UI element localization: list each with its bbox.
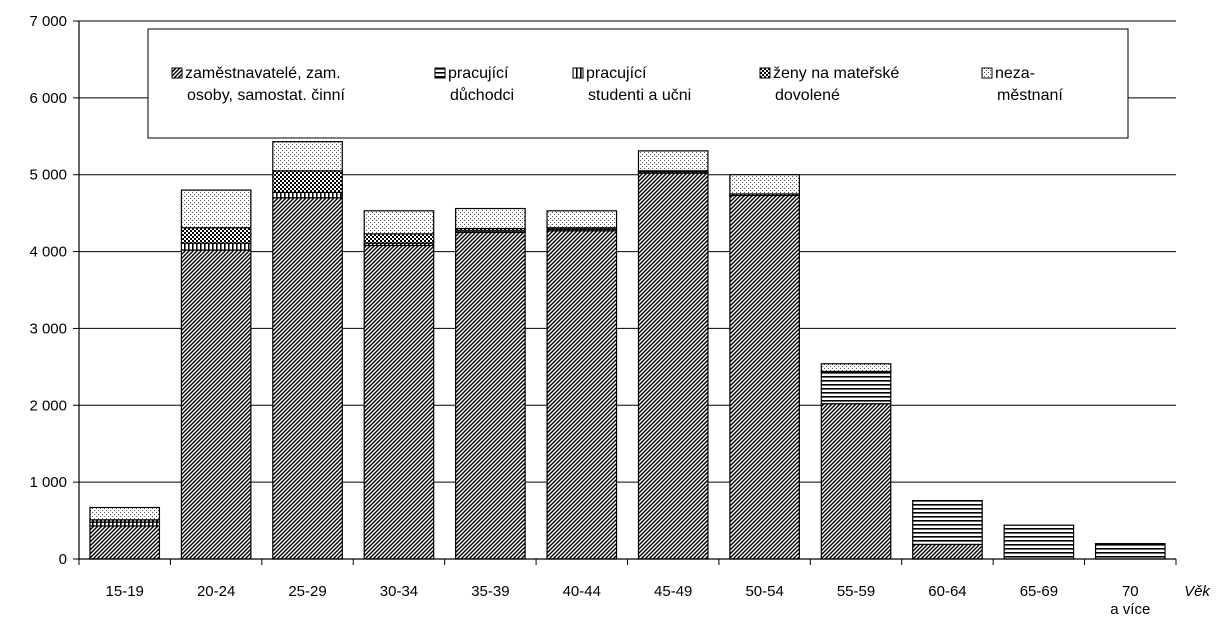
bar-segment (272, 197, 343, 560)
x-tick-label: 70 a více (1110, 583, 1150, 618)
x-axis-title: Věk (1184, 583, 1211, 600)
bar-segment (912, 543, 983, 560)
bar-segment (912, 499, 983, 545)
y-tick-label: 3 000 (29, 320, 67, 337)
legend-swatch (981, 67, 993, 79)
bar-segment (180, 227, 252, 244)
bar-segment (820, 403, 892, 560)
x-tick-label: 55-59 (837, 583, 875, 600)
legend-box (147, 28, 1129, 139)
y-tick-label: 5 000 (29, 167, 67, 184)
legend-label: pracující studenti a učni (586, 65, 691, 104)
bar-segment (180, 189, 252, 229)
x-tick-label: 45-49 (654, 583, 692, 600)
bar-segment (637, 172, 709, 560)
bar-segment (1003, 524, 1075, 560)
legend-label: zaměstnavatelé, zam. osoby, samostat. čin… (185, 65, 346, 104)
y-tick-label: 1 000 (29, 474, 67, 491)
x-tick-label: 15-19 (106, 583, 144, 600)
legend-swatch (759, 67, 771, 79)
y-tick-label: 2 000 (29, 397, 67, 414)
x-tick-label: 20-24 (197, 583, 235, 600)
x-tick-label: 35-39 (471, 583, 509, 600)
y-tick-label: 7 000 (29, 13, 67, 30)
bar-segment (89, 525, 161, 560)
bar-segment (272, 191, 343, 199)
axes: 0 1 000 2 000 3 000 4 000 5 000 6 000 7 000 15-1… (29, 13, 1211, 618)
bar-segment (180, 249, 252, 560)
bar-segment (363, 244, 435, 560)
bar-segment (272, 170, 343, 193)
x-tick-label: 25-29 (288, 583, 326, 600)
legend-label: neza-městnaní (995, 65, 1063, 104)
bar-segment (455, 207, 526, 230)
bar-segment (546, 210, 618, 229)
x-tick-label: 30-34 (380, 583, 418, 600)
bar-segment (180, 242, 252, 251)
bar-segment (363, 233, 435, 244)
x-tick-label: 65-69 (1020, 583, 1058, 600)
legend-label: pracující důchodci (448, 65, 514, 104)
legend-swatch (434, 67, 446, 79)
legend-swatch (171, 67, 183, 79)
x-tick-label: 60-64 (928, 583, 966, 600)
bar-segment (820, 370, 892, 405)
bar-segment (546, 230, 618, 560)
y-tick-label: 6 000 (29, 90, 67, 107)
legend-label: ženy na mateřské dovolené (773, 65, 899, 104)
bar-segment (729, 194, 800, 560)
bar-segment (729, 174, 800, 195)
bar-segment (637, 150, 709, 172)
bar-segment (455, 231, 526, 560)
legend-swatch (572, 67, 584, 79)
bar-segment (1094, 543, 1166, 560)
x-tick-label: 50-54 (745, 583, 783, 600)
bars (89, 141, 1166, 560)
bar-segment (820, 363, 892, 373)
y-tick-label: 4 000 (29, 244, 67, 261)
bar-segment (272, 141, 343, 172)
bar-segment (89, 506, 161, 521)
legend: zaměstnavatelé, zam. osoby, samostat. čin… (147, 28, 1129, 139)
bar-segment (363, 210, 435, 235)
y-tick-label: 0 (59, 551, 67, 568)
x-tick-label: 40-44 (563, 583, 601, 600)
